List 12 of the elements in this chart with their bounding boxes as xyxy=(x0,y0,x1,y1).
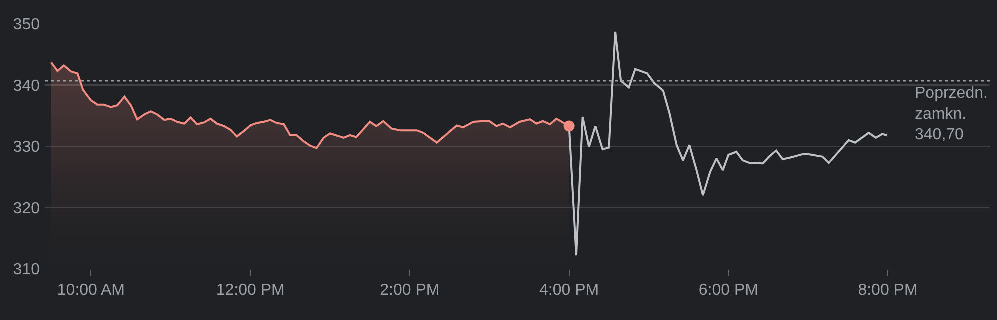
x-tick-label: 8:00 PM xyxy=(858,282,918,300)
y-tick-label: 340 xyxy=(13,78,40,95)
y-tick-label: 310 xyxy=(13,262,40,279)
x-tick-label: 2:00 PM xyxy=(380,282,440,300)
y-tick-label: 330 xyxy=(13,139,40,156)
y-tick-label: 350 xyxy=(13,16,40,34)
y-tick-label: 320 xyxy=(13,200,40,218)
x-tick-label: 10:00 AM xyxy=(57,282,126,300)
x-tick-label: 12:00 PM xyxy=(216,282,285,300)
ref-line-label: Poprzedn. zamkn. 340,70 xyxy=(915,85,988,144)
x-tick-label: 6:00 PM xyxy=(698,282,758,300)
x-tick-label: 4:00 PM xyxy=(539,282,600,300)
